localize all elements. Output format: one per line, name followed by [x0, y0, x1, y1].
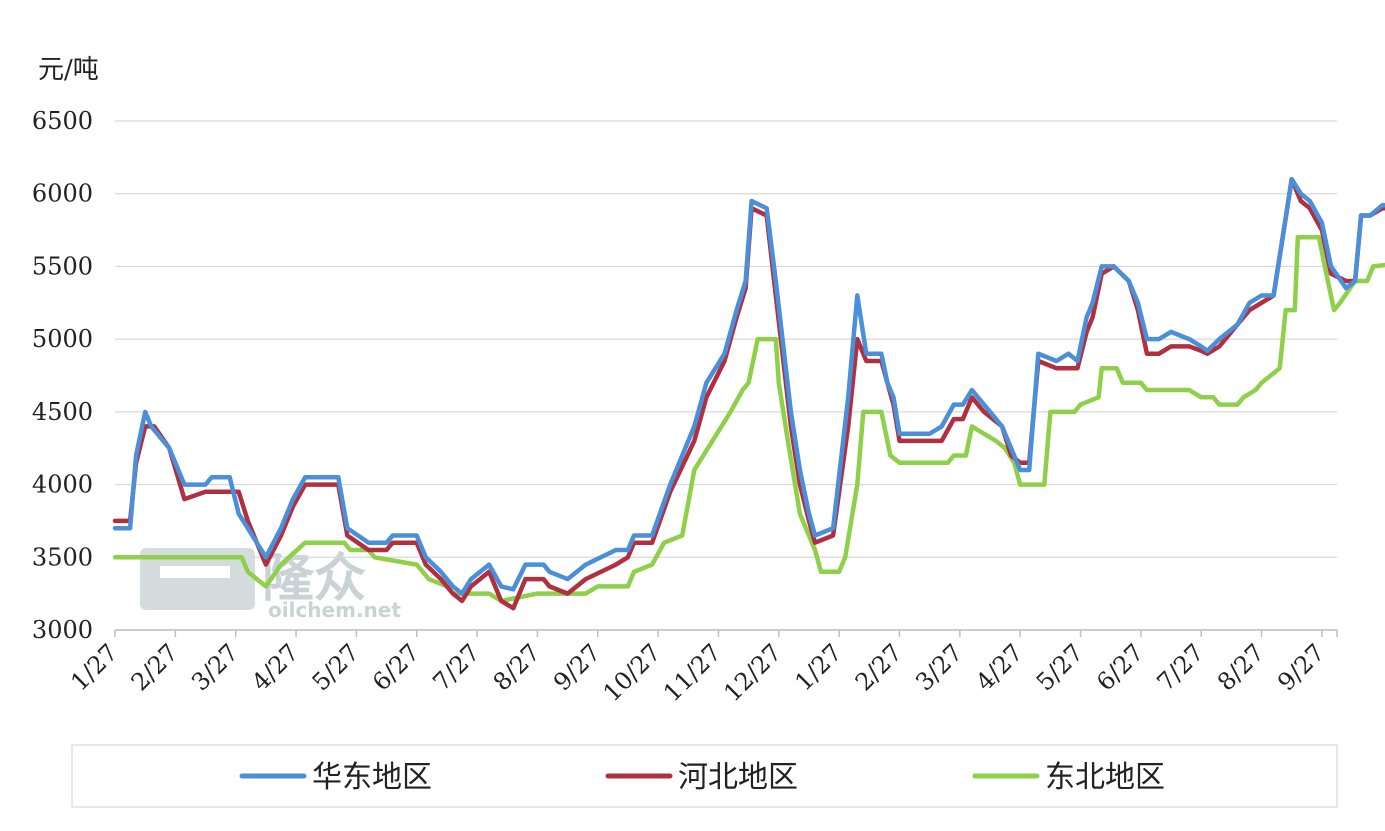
x-tick-label: 5/27: [1031, 638, 1089, 696]
x-tick-label: 3/27: [910, 638, 968, 696]
x-tick-label: 8/27: [488, 638, 546, 696]
series-line-河北地区: [112, 176, 1385, 611]
legend-label: 东北地区: [1045, 760, 1165, 795]
x-tick-label: 9/27: [1272, 638, 1330, 696]
y-tick-label: 5000: [32, 325, 93, 353]
x-tick-label: 6/27: [367, 638, 425, 696]
x-tick-label: 4/27: [246, 638, 304, 696]
y-tick-label: 5500: [32, 252, 93, 280]
y-tick-label: 4000: [32, 471, 93, 499]
legend-label: 河北地区: [678, 760, 798, 795]
x-tick-label: 4/27: [971, 638, 1029, 696]
y-axis-ticks: 3000 3500 4000 4500 5000 5500 6000 6500: [32, 107, 93, 644]
legend-label: 华东地区: [312, 760, 432, 795]
series-line-东北地区: [112, 235, 1385, 604]
x-axis: 1/27 2/27 3/27 4/27 5/27 6/27 7/27 8/27 9/2710/2…: [65, 629, 1338, 707]
x-tick-label: 6/27: [1091, 638, 1149, 696]
x-tick-label: 1/27: [65, 638, 123, 696]
x-tick-label: 11/27: [658, 638, 727, 707]
x-tick-label: 5/27: [307, 638, 365, 696]
watermark-box: [140, 548, 255, 610]
x-tick-label: 3/27: [186, 638, 244, 696]
x-tick-label: 8/27: [1212, 638, 1270, 696]
x-tick-label: 1/27: [789, 638, 847, 696]
y-tick-label: 6500: [32, 107, 93, 135]
x-tick-label: 12/27: [718, 638, 787, 707]
x-tick-label: 7/27: [427, 638, 485, 696]
watermark-text: 隆众: [262, 549, 366, 609]
watermark-subtext: oilchem.net: [268, 598, 401, 622]
watermark-box-stripe: [160, 566, 230, 578]
x-tick-label: 2/27: [850, 638, 908, 696]
series-lines: [112, 176, 1385, 611]
x-tick-label: 10/27: [598, 638, 667, 707]
x-tick-label: 2/27: [126, 638, 184, 696]
y-tick-label: 3000: [32, 616, 93, 644]
y-axis-unit-label: 元/吨: [38, 55, 99, 85]
y-tick-label: 4500: [32, 398, 93, 426]
legend: 华东地区 河北地区 东北地区: [71, 744, 1338, 808]
series-line-华东地区: [112, 176, 1385, 596]
y-tick-label: 6000: [32, 180, 93, 208]
x-tick-label: 7/27: [1152, 638, 1210, 696]
y-tick-label: 3500: [32, 543, 93, 571]
